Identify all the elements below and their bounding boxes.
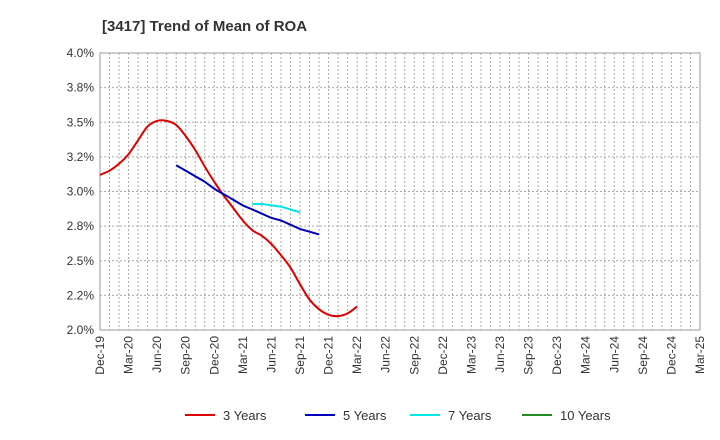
x-tick-label: Mar-23 xyxy=(464,336,478,374)
y-tick-label: 2.8% xyxy=(67,219,95,233)
y-tick-label: 2.0% xyxy=(67,323,95,337)
chart-title: [3417] Trend of Mean of ROA xyxy=(102,18,307,35)
x-tick-label: Jun-24 xyxy=(607,336,621,373)
series-lines xyxy=(99,119,358,318)
series-line-5-years xyxy=(175,164,320,236)
x-tick-label: Mar-25 xyxy=(693,336,707,374)
x-tick-label: Mar-22 xyxy=(350,336,364,374)
series-line-7-years xyxy=(252,202,301,214)
y-axis: 4.0% 3.8% 3.5% 3.2% 3.0% 2.8% 2.5% 2.2% 2.0% xyxy=(67,46,95,337)
x-tick-label: Dec-20 xyxy=(207,336,221,375)
x-tick-label: Mar-21 xyxy=(236,336,250,374)
y-tick-label: 4.0% xyxy=(67,46,95,60)
legend: 3 Years 5 Years 7 Years 10 Years xyxy=(185,408,611,423)
x-axis: Dec-19 Mar-20 Jun-20 Sep-20 Dec-20 Mar-21 Jun-… xyxy=(93,336,707,375)
y-tick-label: 2.2% xyxy=(67,288,95,302)
x-tick-label: Sep-23 xyxy=(522,336,536,375)
x-tick-label: Mar-24 xyxy=(579,336,593,374)
y-tick-label: 3.0% xyxy=(67,185,95,199)
legend-label: 3 Years xyxy=(223,408,267,423)
legend-label: 7 Years xyxy=(448,408,492,423)
x-tick-label: Jun-20 xyxy=(150,336,164,373)
x-tick-label: Sep-21 xyxy=(293,336,307,375)
x-tick-label: Jun-23 xyxy=(493,336,507,373)
x-tick-label: Dec-24 xyxy=(664,336,678,375)
plot-area xyxy=(99,52,701,331)
x-tick-label: Jun-21 xyxy=(264,336,278,373)
y-tick-label: 3.5% xyxy=(67,115,95,129)
grid xyxy=(100,52,700,331)
x-tick-label: Sep-22 xyxy=(407,336,421,375)
y-tick-label: 3.8% xyxy=(67,81,95,95)
x-tick-label: Dec-23 xyxy=(550,336,564,375)
legend-label: 5 Years xyxy=(343,408,387,423)
x-tick-label: Dec-19 xyxy=(93,336,107,375)
x-tick-label: Dec-21 xyxy=(322,336,336,375)
series-line-3-years xyxy=(99,119,358,318)
x-tick-label: Mar-20 xyxy=(122,336,136,374)
y-tick-label: 2.5% xyxy=(67,254,95,268)
legend-label: 10 Years xyxy=(560,408,611,423)
x-tick-label: Dec-22 xyxy=(436,336,450,375)
y-tick-label: 3.2% xyxy=(67,150,95,164)
x-tick-label: Jun-22 xyxy=(379,336,393,373)
x-tick-label: Sep-20 xyxy=(179,336,193,375)
x-tick-label: Sep-24 xyxy=(636,336,650,375)
